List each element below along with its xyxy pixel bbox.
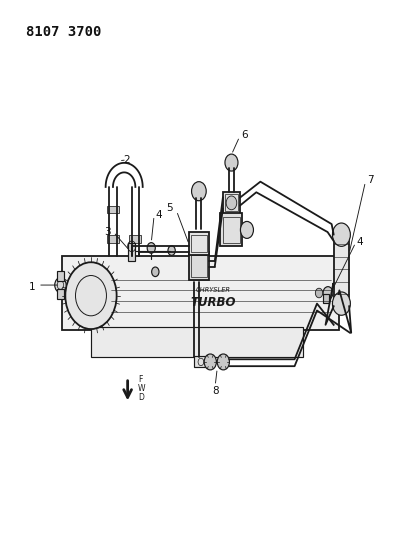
- Text: F
W
D: F W D: [137, 375, 145, 402]
- Circle shape: [240, 221, 253, 238]
- Circle shape: [322, 287, 332, 300]
- Circle shape: [315, 288, 322, 298]
- Text: 2: 2: [123, 156, 130, 165]
- Bar: [322, 294, 328, 303]
- Text: CHRYSLER: CHRYSLER: [195, 287, 230, 293]
- Bar: [56, 271, 64, 281]
- Bar: [189, 252, 208, 280]
- Circle shape: [54, 278, 66, 293]
- Text: 8107 3700: 8107 3700: [26, 25, 101, 39]
- Text: 3: 3: [104, 227, 110, 237]
- Bar: [222, 192, 239, 214]
- Bar: [128, 243, 135, 261]
- Bar: [193, 356, 212, 367]
- Circle shape: [226, 196, 236, 210]
- Circle shape: [151, 267, 159, 277]
- Circle shape: [204, 354, 216, 370]
- Text: 8: 8: [211, 386, 218, 396]
- Bar: [223, 216, 239, 243]
- Bar: [56, 289, 64, 299]
- Text: 1: 1: [29, 281, 36, 292]
- Bar: [107, 235, 119, 243]
- Text: 6: 6: [241, 130, 248, 140]
- Text: TURBO: TURBO: [190, 296, 235, 309]
- Bar: [189, 232, 208, 255]
- Bar: [107, 206, 119, 214]
- Circle shape: [225, 154, 237, 171]
- Bar: [62, 256, 339, 330]
- Circle shape: [332, 292, 350, 316]
- Bar: [129, 235, 141, 243]
- Bar: [190, 235, 207, 252]
- Bar: [91, 327, 302, 357]
- Text: 4: 4: [155, 209, 162, 220]
- Circle shape: [217, 354, 229, 370]
- Circle shape: [191, 182, 206, 201]
- Text: 4: 4: [356, 237, 363, 247]
- Circle shape: [147, 243, 155, 253]
- Circle shape: [168, 246, 175, 255]
- Text: 5: 5: [166, 203, 173, 213]
- Circle shape: [65, 262, 116, 329]
- Text: 7: 7: [366, 175, 373, 185]
- Bar: [220, 213, 242, 246]
- Bar: [190, 255, 207, 277]
- Bar: [225, 195, 237, 212]
- Bar: [333, 235, 348, 304]
- Circle shape: [332, 223, 350, 246]
